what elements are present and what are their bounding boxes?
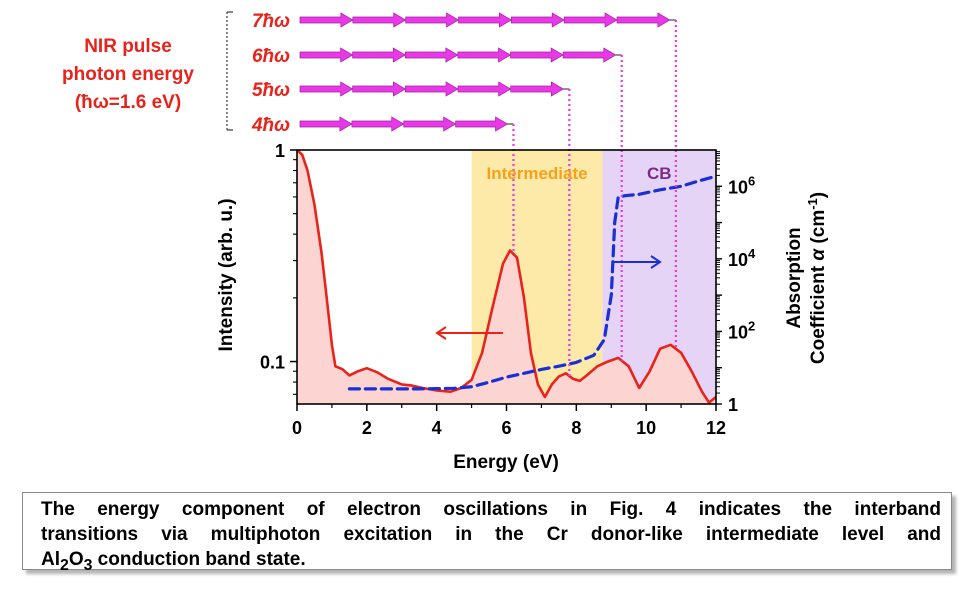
photon-arrow [510,81,565,97]
y2-tick-base: 10 [728,177,748,197]
photon-arrow [404,81,459,97]
y2-tick-base: 1 [728,395,738,415]
intensity-axis-arrow [435,326,503,340]
x-tick-label: 4 [432,418,442,438]
photon-arrow [457,81,512,97]
photon-arrow [405,12,460,28]
y-tick-label: 0.1 [260,353,285,373]
y2-tick-label: 106 [728,173,755,197]
photon-arrow [563,12,618,28]
series-0-fill [297,150,716,404]
y2-tick-exp: 4 [748,246,756,261]
photon-arrow [403,116,457,132]
photon-label-3: 4ħω [251,115,290,136]
caption-line-1: The energy component of electron oscilla… [41,499,941,520]
legend-title-line1: NIR pulse [84,36,172,57]
legend-title-line2: photon energy [62,64,194,85]
photon-arrows: 7ħω 6ħω 5ħω 4ħω [251,11,676,136]
absorption-curve [347,174,716,391]
caption-sub-3: 3 [83,556,93,574]
x-tick-label: 6 [501,418,511,438]
y2-label-prefix: Coefficient [808,261,829,364]
photon-arrow [299,116,353,132]
y2-axis-label-line1: Absorption [784,227,805,328]
y2-tick-label: 104 [728,246,756,270]
y-axis-label: Intensity (arb. u.) [216,198,237,351]
photon-arrow [299,47,354,63]
legend-title-line3: (ħω=1.6 eV) [75,92,181,113]
caption-sub-2: 2 [60,556,69,574]
y2-label-alpha: α [808,248,829,261]
photon-arrow [299,12,354,28]
photon-arrow [404,47,459,63]
x-tick-label: 12 [706,418,726,438]
photon-arrow [562,47,617,63]
figure: NIR pulse photon energy (ħω=1.6 eV) 7ħω 6… [62,11,829,473]
photon-arrow [510,47,564,63]
y2-tick-exp: 6 [748,173,755,188]
caption-rest: conduction band state. [92,549,306,570]
y2-label-unit: (cm [808,210,829,249]
caption-o: O [68,549,84,570]
caption-box: The energy component of electron oscilla… [22,492,952,574]
y2-axis-label-line2: Coefficient α (cm-1) [805,192,829,364]
photon-label-0: 7ħω [252,11,290,32]
x-axis: 0 2 4 6 8 10 12 [292,404,726,438]
photon-label-1: 6ħω [252,46,290,67]
photon-energy-legend: NIR pulse photon energy (ħω=1.6 eV) [62,36,194,113]
photon-arrow [455,116,509,132]
x-tick-label: 10 [636,418,656,438]
y2-tick-label: 102 [728,318,755,342]
y2-tick-exp: 2 [748,318,755,333]
photon-arrow [458,12,513,28]
y2-tick-base: 10 [728,250,748,270]
y2-tick-label: 1 [728,395,738,415]
y2-tick-base: 10 [728,322,748,342]
photon-arrow [352,47,406,63]
absorption-axis-arrow [613,255,662,269]
region-label-intermediate: Intermediate [487,164,588,183]
y-axis-left: 10.1 [260,141,297,395]
y-tick-label: 1 [275,141,285,161]
photon-arrow [352,12,407,28]
y2-label-exp: -1 [805,198,820,210]
y2-label-close: ) [808,192,829,198]
photon-arrow [352,81,407,97]
series-layer [297,150,716,404]
caption-line-2: transitions via multiphoton excitation i… [41,524,941,545]
intensity-curve [297,150,716,404]
x-axis-label: Energy (eV) [453,452,559,473]
caption-al: Al [41,549,60,570]
photon-label-2: 5ħω [252,80,290,101]
photon-arrow [510,12,565,28]
x-tick-label: 2 [362,418,372,438]
transition-markers [512,20,677,376]
x-tick-label: 0 [292,418,302,438]
caption-line-3: Al2O3 conduction band state. [41,547,941,578]
photon-arrow [351,116,405,132]
photon-arrow [616,12,671,28]
photon-arrow [299,81,354,97]
photon-arrow [457,47,512,63]
region-label-cb: CB [647,164,672,183]
x-tick-label: 8 [571,418,581,438]
